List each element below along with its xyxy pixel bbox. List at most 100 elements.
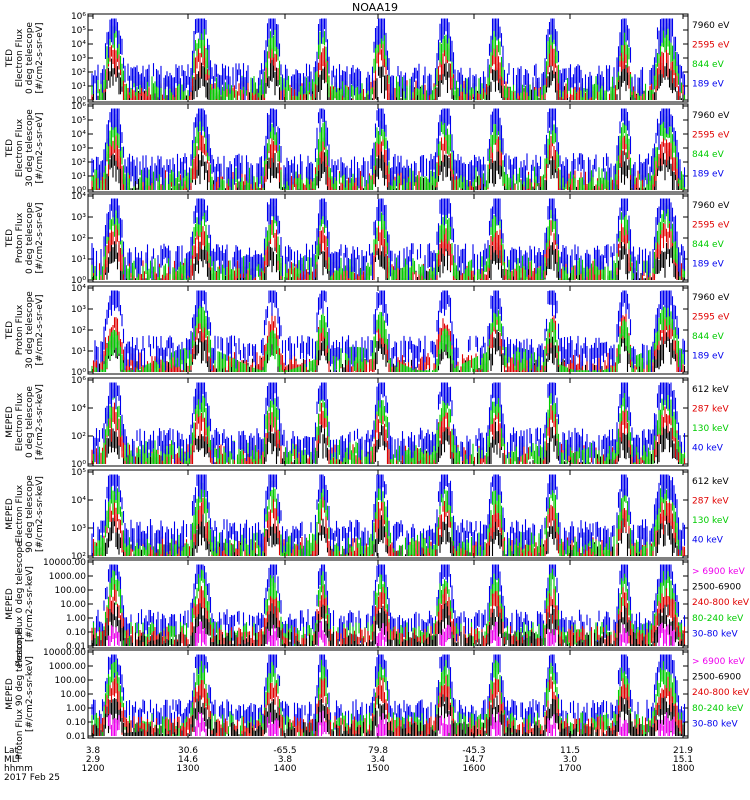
series-trace-b xyxy=(92,382,686,464)
y-tick-label: 10⁶ xyxy=(71,12,86,22)
y-tick-label: 10⁴ xyxy=(71,40,86,50)
legend-entry: 844 eV xyxy=(692,240,725,250)
panel-5: 10⁰ 10² 10⁴ 10⁶ MEPED Electron Flux 0 deg tele… xyxy=(5,376,729,470)
y-axis-label: [#/cm2-s-sr-keV] xyxy=(25,566,35,642)
y-axis-label: TED xyxy=(5,229,15,248)
footer-mlt-value: 2.9 xyxy=(86,755,101,765)
plot-title: NOAA19 xyxy=(352,1,398,14)
series-trace-b xyxy=(91,18,686,100)
y-tick-label: 1000.00 xyxy=(49,662,86,672)
y-tick-label: 10000.00 xyxy=(43,558,86,568)
y-tick-label: 10² xyxy=(71,68,86,78)
legend-entry: 2595 eV xyxy=(692,313,730,323)
legend-entry: 7960 eV xyxy=(692,111,730,121)
legend-entry: > 6900 keV xyxy=(692,657,746,667)
legend-entry: 130 keV xyxy=(692,516,729,526)
footer-mlt-value: 14.6 xyxy=(178,755,198,765)
legend-entry: 189 eV xyxy=(692,80,725,90)
legend-entry: 240-800 keV xyxy=(692,688,750,698)
y-tick-label: 10⁴ xyxy=(71,192,86,202)
legend-entry: 40 keV xyxy=(692,444,724,454)
y-tick-label: 1.00 xyxy=(66,614,86,624)
y-axis-label: [#/cm2-s-sr-eV] xyxy=(35,295,45,366)
y-tick-label: 10⁰ xyxy=(71,96,86,106)
legend-entry: 844 eV xyxy=(692,332,725,342)
footer-lat-value: 11.5 xyxy=(560,746,580,756)
y-tick-label: 10000.00 xyxy=(43,648,86,658)
panel-frame xyxy=(87,469,689,559)
y-tick-label: 10² xyxy=(71,552,86,562)
series-trace-g xyxy=(91,202,686,280)
footer-hhmm-value: 1200 xyxy=(82,764,105,774)
y-axis-label: MEPED xyxy=(5,678,15,710)
series-trace-k xyxy=(91,602,686,646)
panel-4: 10⁰ 10¹ 10² 10³ 10⁴ TED Proton Flux 30 deg tele… xyxy=(5,284,730,378)
y-axis-label: Electron Flux xyxy=(15,28,25,87)
legend-entry: 30-80 keV xyxy=(692,629,738,639)
y-tick-label: 10⁴ xyxy=(71,404,86,414)
legend-entry: 844 eV xyxy=(692,60,725,70)
y-axis-label: Electron Flux xyxy=(15,118,25,177)
y-tick-label: 10⁴ xyxy=(71,130,86,140)
y-axis-label: 0 deg telescope xyxy=(25,386,35,458)
y-axis-label: TED xyxy=(5,139,15,158)
y-tick-label: 10³ xyxy=(71,213,86,223)
panel-2: 10⁰ 10¹ 10² 10³ 10⁴ 10⁵ 10⁶ TED Electron Flux 30 … xyxy=(5,102,730,196)
y-axis-label: [#/cm2-s-sr-keV] xyxy=(35,476,45,552)
y-tick-label: 0.10 xyxy=(66,628,86,638)
series-trace-b xyxy=(91,108,686,190)
footer-hhmm-value: 1300 xyxy=(177,764,200,774)
footer-hhmm-value: 1700 xyxy=(559,764,582,774)
y-axis-label: [#/cm2-s-sr-eV] xyxy=(35,113,45,184)
y-tick-label: 10⁰ xyxy=(71,460,86,470)
legend-entry: 189 eV xyxy=(692,170,725,180)
panel-frame xyxy=(87,377,689,467)
panel-8: 0.01 0.10 1.00 10.00 100.00 1000.00 10000.00 ME… xyxy=(5,628,750,760)
y-tick-label: 10.00 xyxy=(60,690,86,700)
series-trace-b xyxy=(91,198,686,280)
legend-entry: 2595 eV xyxy=(692,131,730,141)
footer-lat-value: 21.9 xyxy=(673,746,693,756)
y-axis-label: Proton Flux 90 deg telescope xyxy=(15,628,25,760)
y-tick-label: 10³ xyxy=(71,305,86,315)
y-tick-label: 10¹ xyxy=(71,347,86,357)
y-tick-label: 10⁰ xyxy=(71,186,86,196)
y-tick-label: 10⁵ xyxy=(71,468,86,478)
y-axis-label: 0 deg telescope xyxy=(25,202,35,274)
legend-entry: 7960 eV xyxy=(692,201,730,211)
y-tick-label: 0.10 xyxy=(66,718,86,728)
footer-mlt-value: 3.8 xyxy=(278,755,293,765)
legend-entry: > 6900 keV xyxy=(692,567,746,577)
y-axis-label: [#/cm2-s-sr-eV] xyxy=(35,203,45,274)
footer-mlt-value: 15.1 xyxy=(673,755,693,765)
footer-row-label: hhmm xyxy=(4,764,33,774)
series-trace-m xyxy=(107,710,675,736)
y-tick-label: 10⁵ xyxy=(71,116,86,126)
y-tick-label: 1000.00 xyxy=(49,572,86,582)
panel-3: 10⁰ 10¹ 10² 10³ 10⁴ TED Proton Flux 0 deg teles… xyxy=(5,192,730,286)
y-tick-label: 10³ xyxy=(71,54,86,64)
series-trace-k xyxy=(91,694,686,736)
y-tick-label: 10² xyxy=(71,158,86,168)
y-tick-label: 10⁵ xyxy=(71,26,86,36)
series-trace-m xyxy=(107,621,675,646)
y-axis-label: 0 deg telescope xyxy=(25,22,35,94)
footer-hhmm-value: 1400 xyxy=(274,764,297,774)
y-tick-label: 10⁴ xyxy=(71,496,86,506)
footer-lat-value: -65.5 xyxy=(273,746,296,756)
panel-1: 10⁰ 10¹ 10² 10³ 10⁴ 10⁵ 10⁶ TED Electron Flux 0 d… xyxy=(5,12,730,106)
y-tick-label: 1.00 xyxy=(66,704,86,714)
legend-entry: 844 eV xyxy=(692,150,725,160)
legend-entry: 7960 eV xyxy=(692,21,730,31)
y-axis-label: TED xyxy=(5,49,15,68)
y-axis-label: [#/cm2-s-sr-eV] xyxy=(35,23,45,94)
panel-7: 0.01 0.10 1.00 10.00 100.00 1000.00 10000.00 ME… xyxy=(5,541,750,667)
footer-lat-value: 3.8 xyxy=(86,746,101,756)
y-axis-label: Proton Flux xyxy=(15,212,25,263)
footer-mlt-value: 3.0 xyxy=(563,755,578,765)
y-axis-label: 30 deg telescope xyxy=(25,291,35,369)
footer-row-label: Lat xyxy=(4,746,19,756)
legend-entry: 2595 eV xyxy=(692,41,730,51)
footer-row-label: MLT xyxy=(4,755,22,765)
footer-lat-value: -45.3 xyxy=(462,746,485,756)
